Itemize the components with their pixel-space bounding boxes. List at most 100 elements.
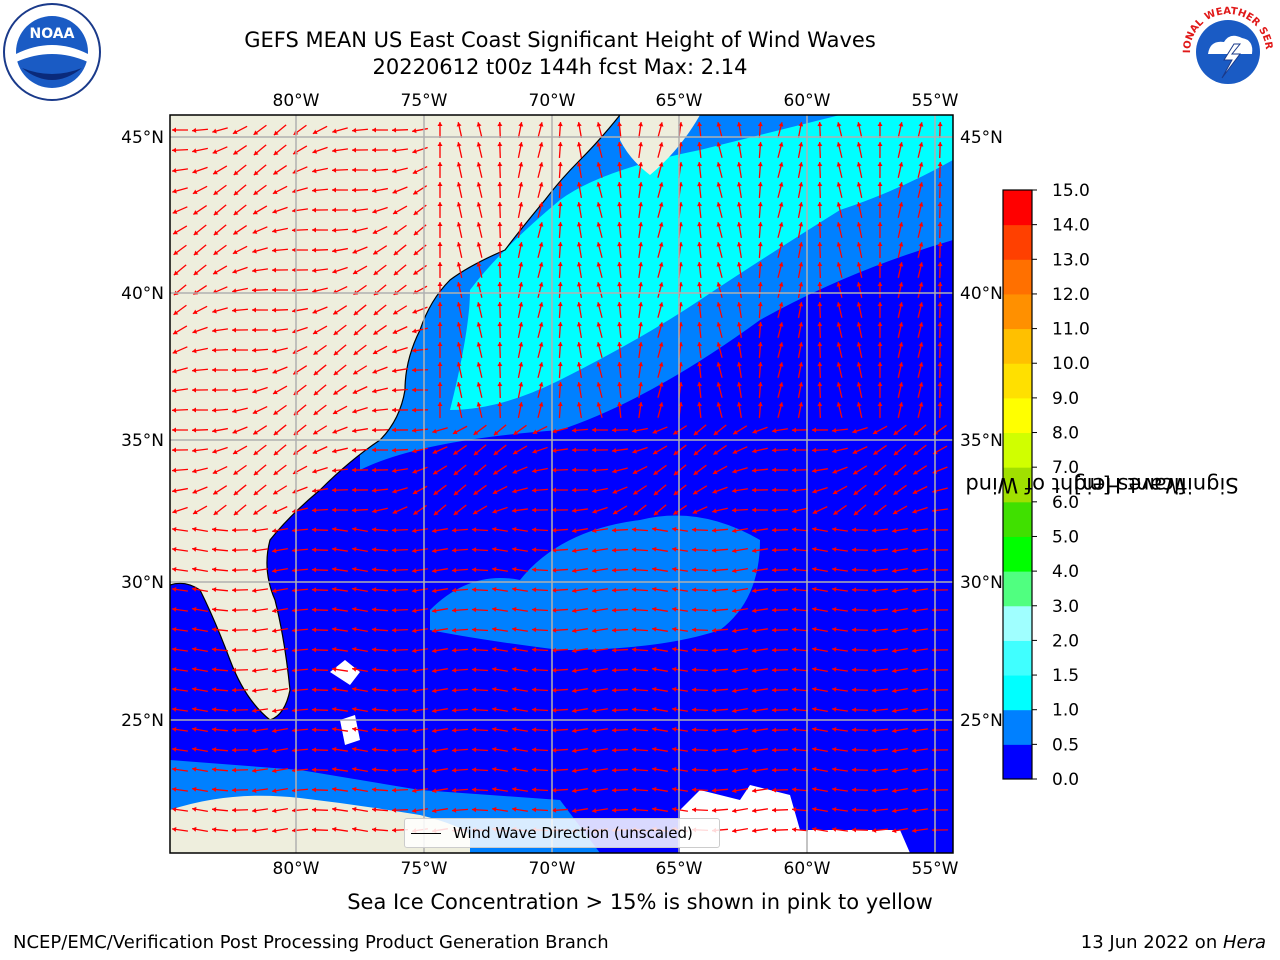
wind-arrow — [638, 141, 644, 159]
wind-arrow — [192, 305, 208, 315]
wind-arrow — [537, 182, 544, 198]
wind-arrow — [476, 282, 483, 298]
wind-arrow — [497, 401, 503, 419]
wind-arrow — [851, 587, 869, 593]
wind-arrow — [251, 748, 269, 754]
wind-arrow — [372, 345, 388, 355]
wind-arrow — [211, 527, 229, 533]
wind-arrow — [856, 342, 863, 358]
wind-arrow — [591, 668, 609, 674]
wind-arrow — [591, 467, 609, 473]
wind-arrow — [917, 382, 924, 398]
wind-arrow — [331, 187, 349, 193]
wind-arrow — [572, 688, 588, 694]
wind-arrow — [471, 807, 489, 813]
wind-arrow — [492, 465, 508, 475]
wind-arrow — [877, 141, 883, 159]
wind-arrow — [817, 141, 823, 159]
wind-arrow — [652, 445, 668, 455]
wind-arrow — [731, 507, 749, 513]
wind-arrow — [572, 608, 588, 614]
wind-arrow — [253, 464, 267, 476]
wind-arrow — [697, 121, 703, 139]
wind-arrow — [638, 361, 644, 379]
wind-arrow — [657, 222, 664, 238]
wind-arrow — [531, 747, 549, 753]
wind-arrow — [937, 341, 943, 359]
wind-arrow — [392, 305, 408, 315]
wind-arrow — [231, 787, 249, 793]
wind-arrow — [691, 547, 709, 553]
wind-arrow — [311, 827, 329, 833]
wind-arrow — [456, 242, 463, 258]
wind-arrow — [771, 567, 789, 573]
wind-arrow — [817, 281, 823, 299]
wind-arrow — [632, 465, 648, 475]
wind-arrow — [232, 125, 248, 135]
legend-line-icon — [411, 832, 441, 834]
wind-arrow — [557, 321, 563, 339]
wind-arrow — [691, 787, 709, 793]
wind-arrow — [937, 181, 943, 199]
wind-arrow — [917, 242, 924, 258]
wind-arrow — [693, 464, 707, 476]
wind-arrow — [812, 606, 828, 613]
wind-arrow — [471, 767, 489, 773]
wind-arrow — [171, 586, 189, 592]
wind-arrow — [736, 302, 742, 318]
wind-arrow — [312, 325, 328, 335]
wind-arrow — [771, 487, 789, 493]
wind-arrow — [596, 362, 603, 378]
wind-arrow — [797, 242, 804, 258]
wind-arrow — [311, 647, 329, 653]
wind-arrow — [411, 608, 429, 614]
wind-arrow — [251, 347, 269, 353]
wind-arrow — [171, 546, 189, 552]
lat-labels-left: 45°N 40°N 35°N 30°N 25°N — [121, 128, 164, 731]
wind-arrow — [638, 161, 644, 179]
wind-arrow — [371, 647, 389, 653]
wind-arrow — [291, 787, 309, 793]
wind-arrow — [711, 627, 729, 633]
wind-arrow — [171, 407, 189, 413]
lon-labels-bottom: 80°W 75°W 70°W 65°W 60°W 55°W — [273, 859, 959, 879]
wind-arrow — [272, 185, 288, 195]
wind-arrow — [253, 184, 267, 196]
wind-arrow — [251, 768, 269, 774]
wind-arrow — [697, 261, 703, 279]
wind-arrow — [391, 767, 409, 773]
wind-arrow — [352, 586, 368, 592]
wind-arrow — [551, 448, 569, 454]
wind-arrow — [192, 806, 208, 813]
wind-arrow — [251, 688, 269, 694]
wind-arrow — [273, 424, 287, 436]
wind-arrow — [433, 484, 447, 496]
wind-arrow — [557, 141, 563, 159]
wind-arrow — [231, 627, 249, 633]
wind-arrow — [571, 487, 589, 493]
wind-arrow — [732, 648, 748, 654]
wind-arrow — [211, 707, 229, 713]
wind-arrow — [652, 766, 668, 772]
wind-arrow — [512, 445, 528, 455]
wind-arrow — [751, 688, 769, 694]
wind-arrow — [517, 362, 524, 378]
wind-arrow — [312, 167, 328, 174]
wind-arrow — [757, 121, 763, 139]
wind-arrow — [353, 304, 367, 316]
wind-arrow — [192, 526, 208, 533]
wind-arrow — [411, 808, 429, 814]
wind-arrow — [791, 467, 809, 473]
wind-arrow — [877, 281, 883, 299]
wind-arrow — [311, 507, 329, 513]
wind-arrow — [537, 402, 544, 418]
wind-arrow — [856, 202, 863, 218]
wind-arrow — [712, 465, 728, 475]
wind-arrow — [576, 142, 583, 158]
wind-arrow — [412, 127, 428, 134]
wind-arrow — [596, 182, 603, 198]
wind-arrow — [617, 381, 623, 399]
wind-arrow — [693, 444, 707, 456]
wind-arrow — [777, 362, 784, 378]
wind-arrow — [233, 484, 247, 496]
